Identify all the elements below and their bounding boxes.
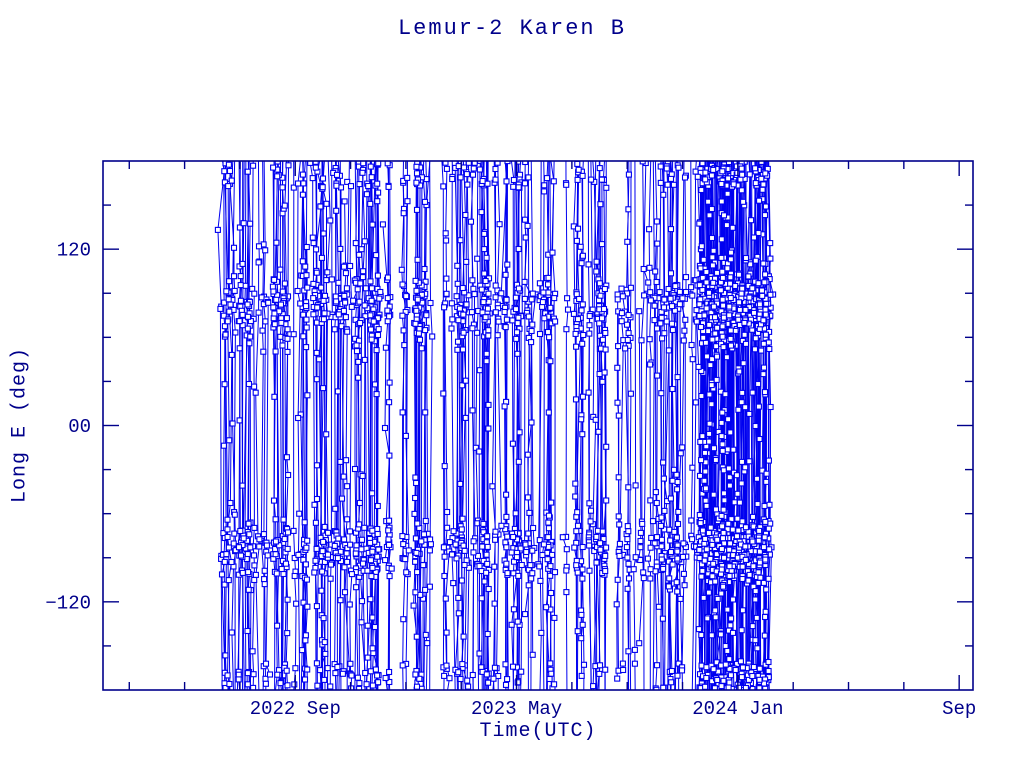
x-tick-labels: 2022 Sep 2023 May 2024 Jan Sep (250, 698, 977, 720)
svg-text:2024 Jan: 2024 Jan (692, 698, 783, 720)
data-markers (214, 161, 777, 690)
chart-title: Lemur-2 Karen B (397, 16, 627, 41)
svg-text:Sep: Sep (942, 698, 976, 720)
y-tick-labels: 120 00 −120 (45, 240, 91, 615)
svg-text:2023 May: 2023 May (471, 698, 562, 720)
y-axis-label: Long E (deg) (8, 346, 32, 504)
axis-ticks (103, 161, 973, 690)
data-lines (217, 161, 774, 690)
svg-text:00: 00 (68, 416, 91, 438)
svg-text:2022 Sep: 2022 Sep (250, 698, 341, 720)
x-axis-label: Time(UTC) (479, 720, 597, 743)
svg-text:120: 120 (57, 240, 91, 262)
svg-text:−120: −120 (45, 592, 91, 614)
